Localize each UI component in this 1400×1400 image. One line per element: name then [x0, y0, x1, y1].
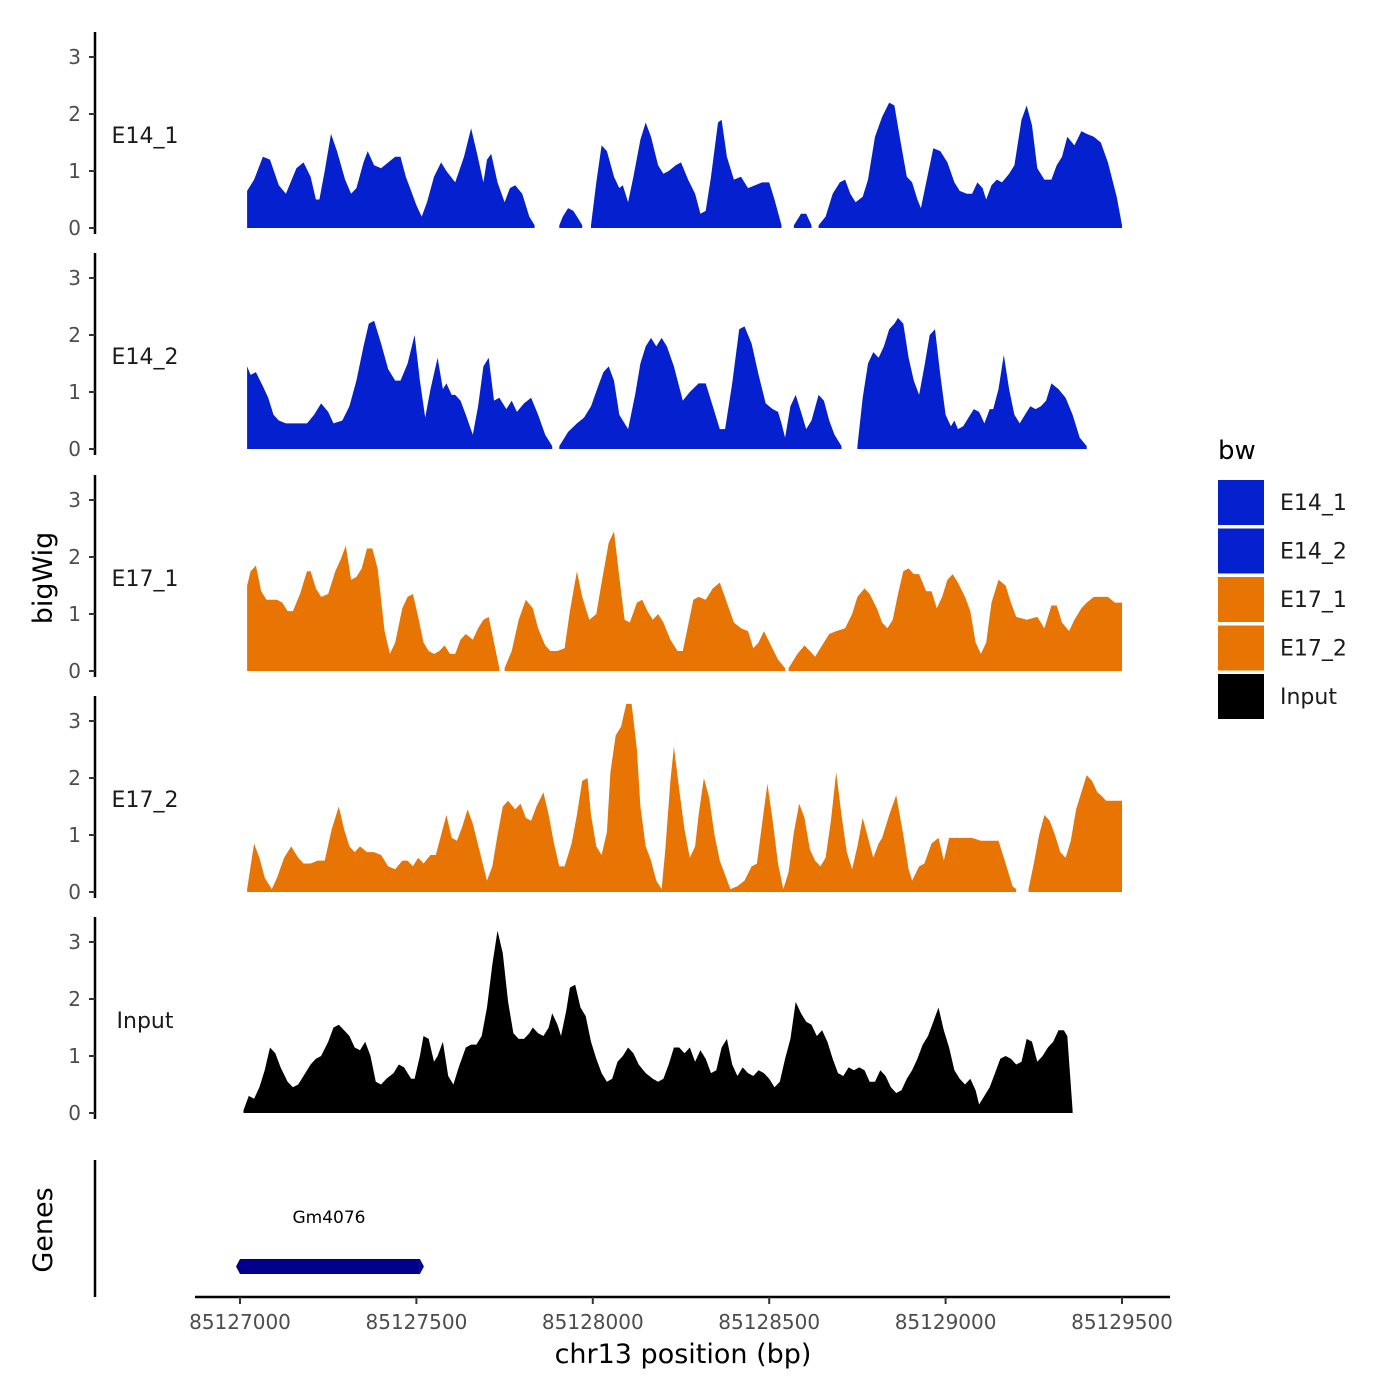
track-label: Input — [117, 1009, 174, 1034]
y-tick-label: 3 — [68, 45, 81, 69]
gene-label: Gm4076 — [293, 1208, 366, 1228]
y-tick-label: 0 — [68, 880, 81, 904]
genes-axis-title: Genes — [28, 1187, 59, 1272]
track-input: 0 1 2 3 Input — [68, 917, 1073, 1125]
y-tick-label: 3 — [68, 488, 81, 512]
y-tick-label: 1 — [68, 1044, 81, 1068]
y-tick-label: 1 — [68, 823, 81, 847]
y-axis-title: bigWig — [28, 532, 59, 625]
legend-label: E14_2 — [1280, 540, 1347, 565]
track-label: E17_2 — [112, 788, 179, 813]
gene-body — [240, 1259, 420, 1274]
y-tick-label: 1 — [68, 380, 81, 404]
y-tick-label: 3 — [68, 266, 81, 290]
y-tick-label: 2 — [68, 987, 81, 1011]
track-label: E14_1 — [112, 124, 179, 149]
y-tick-label: 1 — [68, 602, 81, 626]
legend-label: Input — [1280, 685, 1337, 710]
signal-area-e14_1 — [591, 119, 782, 228]
signal-area-e14_2 — [857, 317, 1087, 449]
track-e14_2: 0 1 2 3 E14_2 — [68, 253, 1087, 461]
legend-item-e17_2: E17_2 — [1218, 625, 1347, 671]
signal-area-e14_1 — [793, 213, 812, 228]
y-tick-label: 2 — [68, 766, 81, 790]
x-tick-label: 85128000 — [542, 1310, 644, 1334]
legend-title: bw — [1218, 436, 1256, 466]
signal-area-e17_1 — [504, 531, 786, 671]
x-axis: 85127000 85127500 85128000 85128500 85129000… — [189, 1295, 1173, 1334]
signal-area-e17_2 — [1028, 775, 1122, 892]
x-axis-title: chr13 position (bp) — [555, 1339, 812, 1370]
y-tick-label: 3 — [68, 709, 81, 733]
legend-swatch — [1218, 674, 1264, 719]
signal-area-e17_1 — [247, 545, 500, 671]
y-tick-label: 2 — [68, 102, 81, 126]
x-tick-label: 85127500 — [366, 1310, 468, 1334]
track-e17_2: 0 1 2 3 E17_2 — [68, 696, 1122, 904]
signal-area-input — [243, 930, 1073, 1113]
legend-swatch — [1218, 528, 1264, 574]
y-tick-label: 2 — [68, 545, 81, 569]
legend-item-e14_2: E14_2 — [1218, 528, 1347, 574]
y-tick-label: 2 — [68, 323, 81, 347]
signal-area-e14_2 — [559, 326, 842, 449]
genes-panel: Gm4076 — [93, 1160, 424, 1297]
y-tick-label: 0 — [68, 437, 81, 461]
x-tick-label: 85129500 — [1071, 1310, 1173, 1334]
track-e17_1: 0 1 2 3 E17_1 — [68, 475, 1122, 683]
x-tick-label: 85127000 — [189, 1310, 291, 1334]
y-tick-label: 1 — [68, 159, 81, 183]
signal-tracks: 0 1 2 3 E14_1 0 1 2 3 E14_2 0 1 2 3 E17_1 0 1 2 3 E17_2 0 1 2 3… — [68, 32, 1122, 1125]
x-tick-label: 85128500 — [718, 1310, 820, 1334]
legend-swatch — [1218, 480, 1264, 525]
legend-label: E17_1 — [1280, 588, 1347, 613]
legend-item-e17_1: E17_1 — [1218, 577, 1347, 622]
legend: bw E14_1 E14_2 E17_1 E17_2 Input — [1218, 436, 1347, 719]
signal-area-e14_1 — [818, 102, 1122, 228]
signal-area-e14_1 — [247, 128, 535, 228]
track-label: E17_1 — [112, 567, 179, 592]
track-label: E14_2 — [112, 345, 179, 370]
legend-label: E17_2 — [1280, 637, 1347, 662]
y-tick-label: 0 — [68, 216, 81, 240]
x-tick-label: 85129000 — [895, 1310, 997, 1334]
legend-item-input: Input — [1218, 674, 1337, 719]
signal-area-e14_2 — [247, 320, 553, 449]
legend-swatch — [1218, 577, 1264, 622]
signal-area-e17_1 — [788, 568, 1122, 671]
legend-label: E14_1 — [1280, 491, 1347, 516]
y-tick-label: 0 — [68, 659, 81, 683]
signal-area-e17_2 — [247, 703, 1017, 892]
legend-item-e14_1: E14_1 — [1218, 480, 1347, 525]
y-tick-label: 3 — [68, 930, 81, 954]
signal-area-e14_1 — [559, 208, 583, 228]
legend-swatch — [1218, 625, 1264, 671]
track-e14_1: 0 1 2 3 E14_1 — [68, 32, 1122, 240]
y-tick-label: 0 — [68, 1101, 81, 1125]
